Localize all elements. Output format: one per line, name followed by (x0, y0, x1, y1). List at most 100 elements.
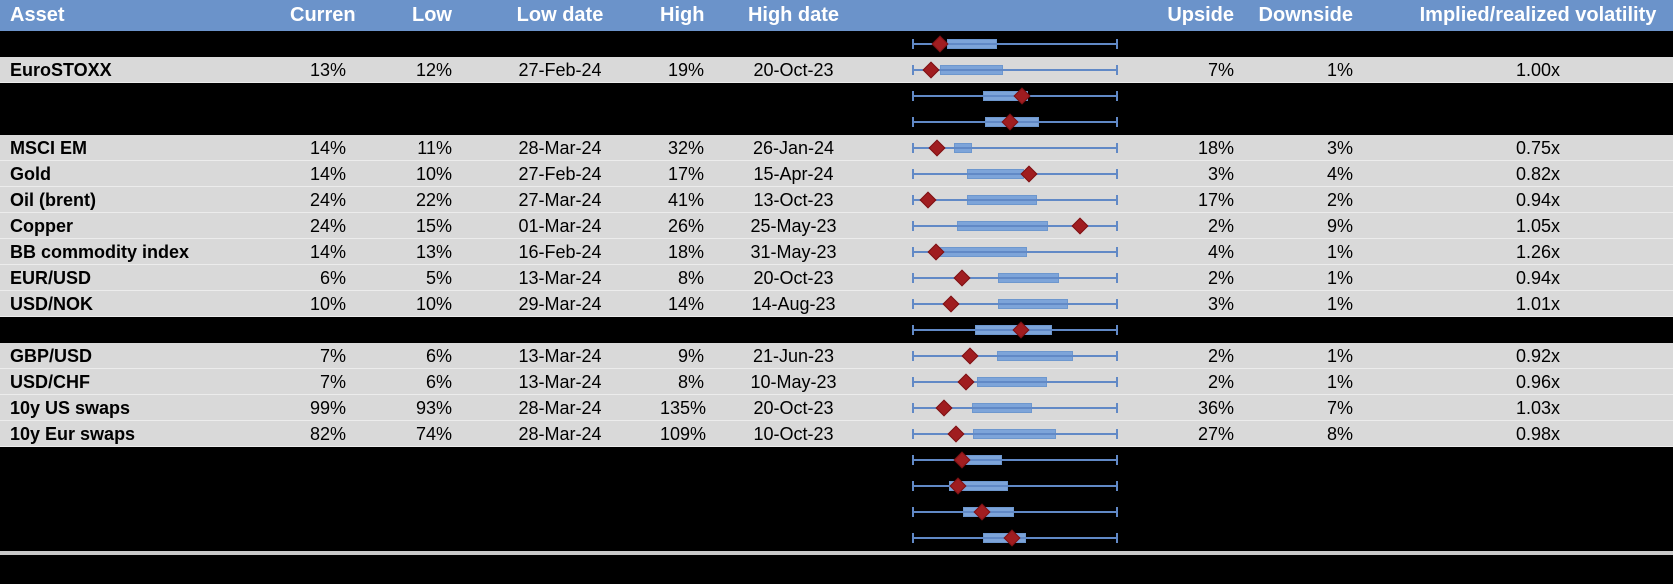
range-plot-cell (875, 57, 1155, 83)
whisker-line (913, 381, 1117, 383)
col-header-downside: Downside (1258, 4, 1353, 26)
high-date-cell: 26-Jan-24 (752, 138, 835, 158)
whisker-cap-left (912, 117, 914, 127)
whisker-line (913, 69, 1117, 71)
current-vol-cell: 99% (309, 398, 346, 418)
whisker-cap-left (912, 325, 914, 335)
low-vol-cell: 11% (417, 138, 452, 158)
high-vol-cell: 14% (667, 294, 704, 314)
box-whisker-plot (912, 447, 1118, 473)
low-date-cell (460, 317, 660, 343)
col-header-asset: Asset (10, 4, 65, 26)
range-plot-cell (875, 421, 1155, 447)
range-plot-cell (875, 343, 1155, 369)
high-vol-cell: 9% (677, 346, 704, 366)
asset-name-cell: USD/NOK (10, 294, 94, 314)
whisker-cap-left (912, 195, 914, 205)
whisker-line (913, 407, 1117, 409)
low-vol-cell (356, 499, 460, 525)
table-row (0, 525, 1673, 551)
high-date-cell (712, 525, 875, 551)
downside-cell (1248, 525, 1363, 551)
current-vol-cell: 24% (309, 216, 346, 236)
high-vol-cell (660, 83, 712, 109)
low-date-cell: 27-Feb-24 (518, 164, 602, 184)
high-date-cell (712, 109, 875, 135)
high-date-cell (712, 499, 875, 525)
asset-name-cell: BB commodity index (10, 242, 190, 262)
table-row: 10y Eur swaps 82% 74% 28-Mar-24 109% 10-… (0, 421, 1673, 447)
box-whisker-plot (912, 187, 1118, 213)
implied-realized-vol-cell (1363, 499, 1673, 525)
high-vol-cell: 109% (660, 424, 707, 444)
whisker-cap-left (912, 351, 914, 361)
high-date-cell: 15-Apr-24 (753, 164, 834, 184)
whisker-cap-right (1116, 481, 1118, 491)
implied-realized-vol-cell: 1.03x (1515, 398, 1561, 418)
low-date-cell (460, 447, 660, 473)
current-vol-cell: 6% (319, 268, 346, 288)
low-vol-cell: 6% (425, 372, 452, 392)
range-plot-cell (875, 239, 1155, 265)
high-vol-cell (660, 31, 712, 57)
range-plot-cell (875, 369, 1155, 395)
whisker-cap-right (1116, 507, 1118, 517)
current-vol-cell (290, 499, 356, 525)
range-plot-cell (875, 395, 1155, 421)
range-plot-cell (875, 213, 1155, 239)
range-plot-cell (875, 499, 1155, 525)
whisker-cap-right (1116, 533, 1118, 543)
whisker-line (913, 225, 1117, 227)
low-date-cell: 28-Mar-24 (518, 138, 602, 158)
whisker-line (913, 303, 1117, 305)
upside-cell: 7% (1207, 60, 1234, 80)
asset-name-cell (0, 83, 290, 109)
asset-name-cell: USD/CHF (10, 372, 90, 392)
whisker-cap-right (1116, 273, 1118, 283)
whisker-line (913, 173, 1117, 175)
asset-name-cell (0, 499, 290, 525)
current-value-diamond-marker (922, 61, 940, 79)
low-vol-cell (356, 447, 460, 473)
table-row (0, 109, 1673, 135)
current-vol-cell (290, 109, 356, 135)
box-whisker-plot (912, 421, 1118, 447)
whisker-cap-left (912, 455, 914, 465)
whisker-cap-left (912, 403, 914, 413)
current-value-diamond-marker (961, 347, 979, 365)
col-header-range-plot (875, 0, 1155, 31)
implied-realized-vol-cell: 0.75x (1515, 138, 1561, 158)
asset-name-cell: 10y Eur swaps (10, 424, 136, 444)
whisker-cap-left (912, 169, 914, 179)
range-plot-cell (875, 265, 1155, 291)
box-whisker-plot (912, 57, 1118, 83)
downside-cell: 1% (1326, 268, 1353, 288)
table-row (0, 499, 1673, 525)
low-date-cell (460, 83, 660, 109)
low-vol-cell: 10% (415, 294, 452, 314)
box-whisker-plot (912, 343, 1118, 369)
high-date-cell (712, 447, 875, 473)
current-vol-cell (290, 473, 356, 499)
implied-realized-vol-cell (1363, 473, 1673, 499)
whisker-line (913, 511, 1117, 513)
table-row: EUR/USD 6% 5% 13-Mar-24 8% 20-Oct-23 2% … (0, 265, 1673, 291)
current-vol-cell (290, 31, 356, 57)
current-vol-cell (290, 525, 356, 551)
upside-cell (1155, 31, 1248, 57)
upside-cell: 27% (1197, 424, 1234, 444)
whisker-cap-left (912, 429, 914, 439)
asset-name-cell: EuroSTOXX (10, 60, 112, 80)
asset-name-cell (0, 317, 290, 343)
table-row: BB commodity index 14% 13% 16-Feb-24 18%… (0, 239, 1673, 265)
whisker-cap-right (1116, 169, 1118, 179)
high-vol-cell (660, 447, 712, 473)
low-date-cell (460, 31, 660, 57)
current-vol-cell: 7% (319, 346, 346, 366)
whisker-cap-left (912, 481, 914, 491)
whisker-cap-right (1116, 195, 1118, 205)
high-vol-cell: 19% (667, 60, 704, 80)
high-date-cell: 25-May-23 (750, 216, 837, 236)
upside-cell: 2% (1207, 216, 1234, 236)
high-date-cell: 20-Oct-23 (753, 398, 834, 418)
